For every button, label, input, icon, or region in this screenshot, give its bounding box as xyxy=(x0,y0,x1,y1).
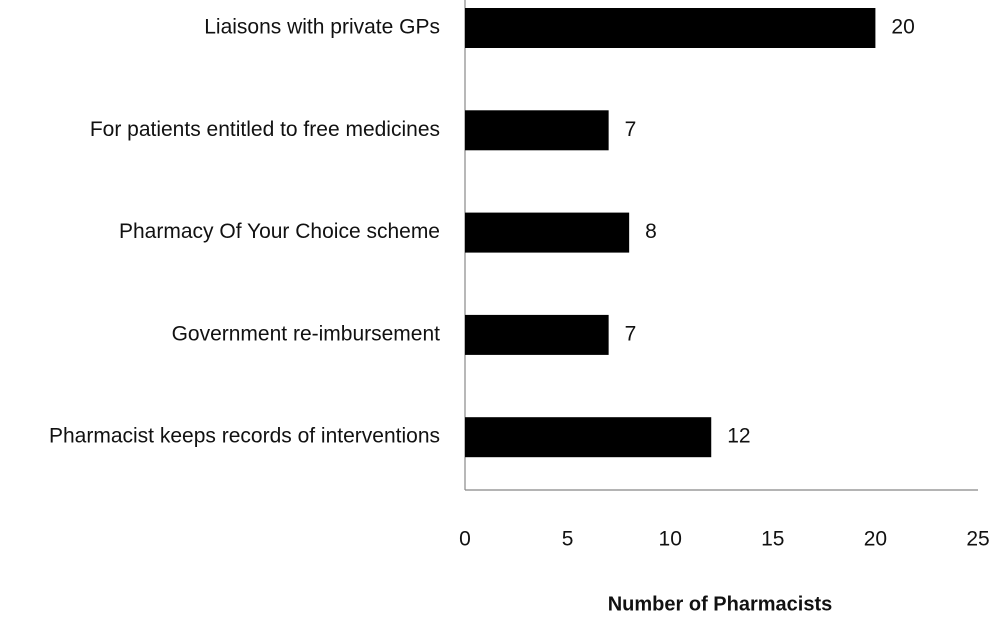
y-tick-label: Government re-imbursement xyxy=(172,322,441,345)
x-tick-label: 20 xyxy=(864,528,887,551)
bar xyxy=(465,314,609,355)
bar xyxy=(465,110,609,151)
data-label: 8 xyxy=(645,220,657,243)
x-tick-label: 5 xyxy=(562,528,574,551)
x-tick-label: 25 xyxy=(966,528,989,551)
data-label: 20 xyxy=(891,16,914,39)
bar xyxy=(465,212,630,253)
y-tick-label: For patients entitled to free medicines xyxy=(90,118,440,141)
x-tick-label: 10 xyxy=(659,528,682,551)
x-tick-label: 15 xyxy=(761,528,784,551)
bar xyxy=(465,8,876,48)
y-tick-label: Liaisons with private GPs xyxy=(204,16,440,39)
data-label: 7 xyxy=(625,322,637,345)
x-axis-title: Number of Pharmacists xyxy=(608,593,833,615)
x-tick-label: 0 xyxy=(459,528,471,551)
data-label: 12 xyxy=(727,425,750,448)
y-tick-label: Pharmacist keeps records of intervention… xyxy=(49,425,440,448)
y-tick-label: Pharmacy Of Your Choice scheme xyxy=(119,220,440,243)
bar xyxy=(465,417,712,458)
data-label: 7 xyxy=(625,118,637,141)
